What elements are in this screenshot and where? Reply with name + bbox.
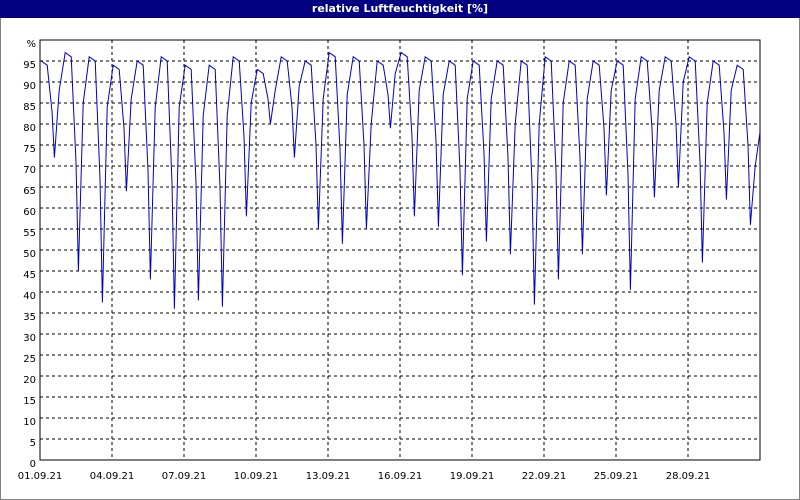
y-tick-label: 55: [23, 228, 36, 239]
y-tick-label: 85: [23, 102, 36, 113]
y-tick-label: 25: [23, 354, 36, 365]
y-tick-label: 45: [23, 270, 36, 281]
x-tick-label: 16.09.21: [378, 471, 423, 482]
x-tick-label: 13.09.21: [306, 471, 351, 482]
data-line: [40, 51, 761, 309]
x-tick-label: 10.09.21: [234, 471, 279, 482]
y-tick-label: 40: [23, 291, 36, 302]
x-tick-label: 22.09.21: [522, 471, 567, 482]
y-tick-label: 95: [23, 60, 36, 71]
y-tick-label: 50: [23, 249, 36, 260]
y-tick-label: 15: [23, 396, 36, 407]
y-tick-label: 5: [30, 438, 36, 449]
y-tick-label: %: [26, 39, 36, 50]
x-tick-label: 04.09.21: [90, 471, 135, 482]
y-tick-label: 75: [23, 144, 36, 155]
y-tick-label: 90: [23, 81, 36, 92]
y-tick-label: 30: [23, 333, 36, 344]
y-tick-label: 0: [30, 459, 36, 470]
x-tick-label: 19.09.21: [450, 471, 495, 482]
title-bar: [0, 0, 800, 18]
chart-title: relative Luftfeuchtigkeit [%]: [312, 2, 488, 15]
y-tick-label: 65: [23, 186, 36, 197]
x-tick-label: 07.09.21: [162, 471, 207, 482]
y-tick-label: 10: [23, 417, 36, 428]
x-tick-label: 28.09.21: [666, 471, 711, 482]
x-tick-label: 01.09.21: [18, 471, 63, 482]
y-tick-label: 20: [23, 375, 36, 386]
y-tick-label: 80: [23, 123, 36, 134]
y-tick-label: 70: [23, 165, 36, 176]
y-tick-label: 60: [23, 207, 36, 218]
y-tick-label: 35: [23, 312, 36, 323]
x-tick-label: 25.09.21: [594, 471, 639, 482]
